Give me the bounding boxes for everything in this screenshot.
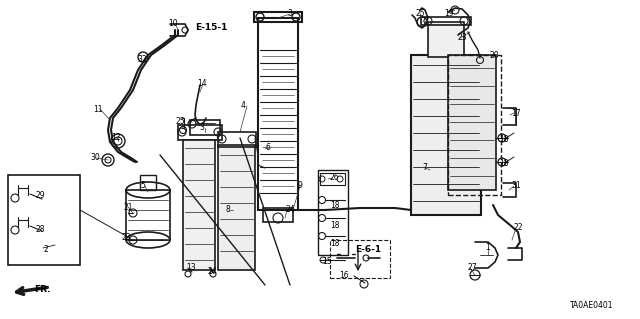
Text: 21: 21 xyxy=(123,203,132,211)
Bar xyxy=(428,22,464,57)
Text: 28: 28 xyxy=(35,226,45,234)
Text: 17: 17 xyxy=(511,108,520,117)
Bar xyxy=(218,145,255,270)
Text: 25: 25 xyxy=(416,9,426,18)
Text: 14: 14 xyxy=(197,79,207,88)
Text: 12: 12 xyxy=(111,133,120,143)
Bar xyxy=(254,12,302,22)
Bar xyxy=(178,125,222,140)
Text: 24: 24 xyxy=(208,268,218,277)
Text: 10: 10 xyxy=(168,19,178,27)
Text: 31: 31 xyxy=(511,182,520,190)
Text: 29: 29 xyxy=(35,191,45,201)
Text: 16: 16 xyxy=(339,271,349,280)
Text: 20: 20 xyxy=(489,51,499,61)
Text: 27: 27 xyxy=(467,263,477,272)
Text: 18: 18 xyxy=(330,220,339,229)
Text: 22: 22 xyxy=(513,224,522,233)
Bar xyxy=(258,18,298,210)
Text: 4: 4 xyxy=(241,101,246,110)
Text: 23: 23 xyxy=(122,233,132,241)
Bar xyxy=(448,55,501,195)
Text: 3: 3 xyxy=(287,10,292,19)
Text: 6: 6 xyxy=(265,144,270,152)
Text: 1: 1 xyxy=(485,243,490,253)
Text: 30: 30 xyxy=(90,153,100,162)
Text: TA0AE0401: TA0AE0401 xyxy=(570,301,614,310)
Text: 18: 18 xyxy=(330,201,339,210)
Text: 24: 24 xyxy=(285,205,294,214)
Text: 23: 23 xyxy=(457,33,467,42)
Text: 11: 11 xyxy=(93,105,102,114)
Bar xyxy=(218,132,256,147)
Bar xyxy=(411,55,481,215)
Bar xyxy=(140,175,156,190)
Bar xyxy=(448,55,496,190)
Text: 3: 3 xyxy=(199,123,204,132)
Text: 18: 18 xyxy=(499,159,509,167)
Text: 2: 2 xyxy=(43,246,48,255)
Bar xyxy=(263,208,293,222)
Text: 26: 26 xyxy=(330,174,340,182)
Text: 32: 32 xyxy=(137,56,147,64)
Text: 8: 8 xyxy=(225,205,230,214)
Bar xyxy=(421,17,471,25)
Bar xyxy=(190,120,220,135)
Text: 18: 18 xyxy=(499,136,509,145)
Bar xyxy=(318,170,348,255)
Text: E-6-1: E-6-1 xyxy=(355,244,381,254)
Bar xyxy=(320,173,345,185)
Text: 18: 18 xyxy=(330,239,339,248)
Text: FR.: FR. xyxy=(34,286,51,294)
Bar xyxy=(8,175,80,265)
Bar xyxy=(183,140,215,270)
Text: 7: 7 xyxy=(422,164,427,173)
Text: 5: 5 xyxy=(140,182,145,190)
Bar xyxy=(330,240,390,278)
Text: 13: 13 xyxy=(186,263,196,272)
Text: 15: 15 xyxy=(322,257,332,266)
Bar xyxy=(126,190,170,240)
Text: 19: 19 xyxy=(444,9,454,18)
Text: 9: 9 xyxy=(298,182,303,190)
Text: E-15-1: E-15-1 xyxy=(195,24,227,33)
Text: 25: 25 xyxy=(176,117,186,127)
